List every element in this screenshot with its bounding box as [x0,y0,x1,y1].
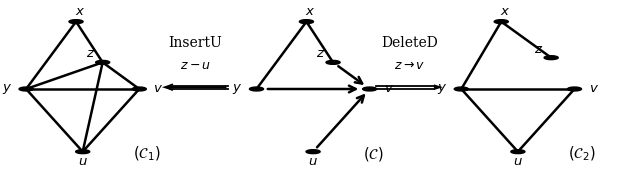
Circle shape [326,60,340,64]
Text: $z$: $z$ [534,43,543,56]
Circle shape [69,20,83,24]
Text: $v$: $v$ [384,82,394,96]
Polygon shape [162,84,171,90]
Text: $z$: $z$ [316,47,325,60]
Circle shape [19,87,33,91]
Text: $z$: $z$ [86,47,95,60]
Circle shape [250,87,264,91]
Text: $y$: $y$ [2,82,12,96]
Text: $({\mathcal{C}_2})$: $({\mathcal{C}_2})$ [568,144,595,163]
Text: $u$: $u$ [513,155,523,168]
Circle shape [511,150,525,154]
Circle shape [300,20,314,24]
Text: $v$: $v$ [154,82,163,96]
Text: $x$: $x$ [305,5,316,18]
Text: $y$: $y$ [437,82,447,96]
Text: $x$: $x$ [75,5,85,18]
Text: $z - u$: $z - u$ [180,59,211,72]
Text: $u$: $u$ [78,155,88,168]
Text: $u$: $u$ [308,155,318,168]
Circle shape [95,60,109,64]
Text: DeleteD: DeleteD [381,36,438,50]
Circle shape [494,20,508,24]
Circle shape [363,87,377,91]
Text: InsertU: InsertU [168,36,222,50]
Text: $({\mathcal{C}_1})$: $({\mathcal{C}_1})$ [132,144,160,163]
Circle shape [454,87,468,91]
Circle shape [568,87,582,91]
Circle shape [306,150,320,154]
Polygon shape [434,84,443,90]
Text: $y$: $y$ [232,82,243,96]
Text: $v$: $v$ [589,82,598,96]
Text: $z \rightarrow v$: $z \rightarrow v$ [394,59,426,72]
Text: $({\mathcal{C}})$: $({\mathcal{C}})$ [363,145,383,163]
Circle shape [76,150,90,154]
Text: $x$: $x$ [500,5,510,18]
Circle shape [544,56,558,60]
Circle shape [132,87,147,91]
